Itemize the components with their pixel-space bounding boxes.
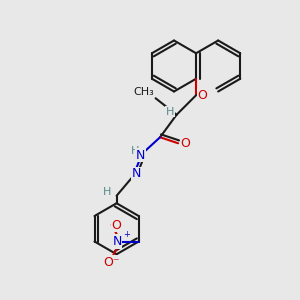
Text: +: +	[123, 230, 130, 239]
Text: CH₃: CH₃	[133, 87, 154, 97]
Text: N: N	[132, 167, 141, 180]
Text: H: H	[103, 187, 111, 197]
Text: O: O	[111, 218, 121, 232]
Text: O⁻: O⁻	[103, 256, 120, 269]
Text: O: O	[181, 137, 190, 150]
Text: O: O	[197, 89, 207, 102]
Text: N: N	[112, 235, 122, 248]
Text: H: H	[166, 107, 174, 117]
Text: N: N	[136, 149, 145, 162]
Text: H: H	[130, 146, 139, 156]
